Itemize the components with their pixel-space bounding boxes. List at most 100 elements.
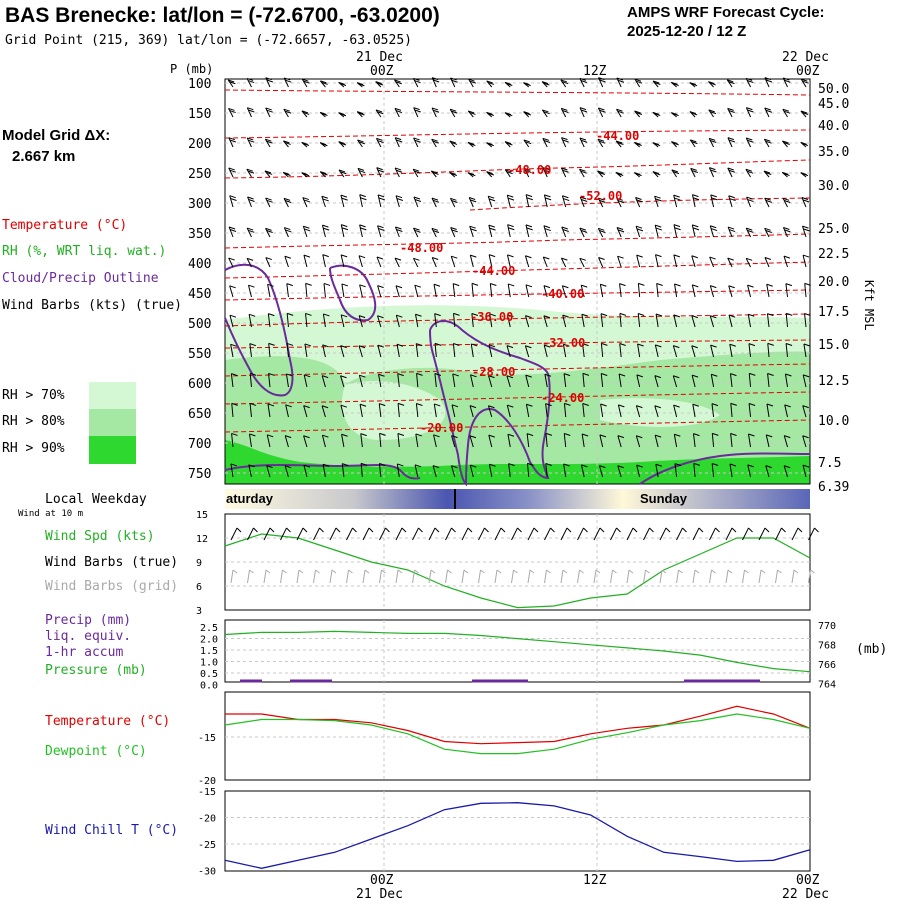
wind-barb <box>228 226 237 238</box>
pressure-tick: 500 <box>188 317 211 332</box>
wind-barb <box>486 111 494 118</box>
wind-barb-grid <box>379 569 386 584</box>
wind-barb-grid <box>626 569 634 584</box>
wind-barb-true <box>676 527 687 541</box>
wind-barb <box>800 141 809 148</box>
wind-barb <box>413 196 422 208</box>
wind-barb <box>489 282 497 298</box>
wind-barb <box>285 404 292 418</box>
wind-barb <box>656 283 663 298</box>
wind-barb <box>615 171 624 178</box>
wind-barb <box>452 342 460 358</box>
wind-barb <box>689 82 698 88</box>
wind-barb <box>303 254 311 268</box>
xsec-frame <box>224 78 811 485</box>
wind-barb <box>319 142 328 148</box>
wind-barb <box>764 227 772 238</box>
wind-barb <box>488 254 496 268</box>
wind-barb <box>508 463 515 478</box>
cloud-outline-5 <box>639 452 811 485</box>
wind-barb <box>543 344 551 358</box>
wind-barb <box>748 343 756 358</box>
wind-barb <box>674 283 681 298</box>
wind-barb <box>375 109 384 118</box>
wind-barb-grid <box>247 569 254 584</box>
wind-barb <box>802 464 810 478</box>
wind-barb <box>672 345 680 358</box>
wind-barb <box>579 257 586 268</box>
pressure-tick: 400 <box>188 257 211 272</box>
wind-barb <box>505 169 513 178</box>
wind-barb <box>581 433 589 448</box>
wind-barb <box>526 462 534 478</box>
wind-barb <box>394 79 402 88</box>
height-tick: 12.5 <box>818 374 849 389</box>
grid-point-info: Grid Point (215, 369) lat/lon = (-72.665… <box>5 33 412 48</box>
wind-barb <box>468 78 476 88</box>
wind-barb <box>617 255 624 268</box>
wind-barb-grid <box>610 569 617 584</box>
wind-barb <box>230 343 237 358</box>
wind-barb <box>689 139 698 148</box>
wind-barb-true <box>362 527 374 541</box>
top-hour-label: 12Z <box>583 64 607 79</box>
precip-tick: 2.0 <box>200 635 218 646</box>
wind-barb <box>598 77 606 88</box>
wind-barb-true <box>544 527 555 541</box>
wind-barb <box>451 435 458 448</box>
wind-barb <box>453 312 460 328</box>
wind-barb <box>803 343 811 358</box>
temp-contour-label: -44.00 <box>596 129 639 143</box>
wind-barb <box>767 342 774 358</box>
wind-barb <box>634 78 643 88</box>
cloud-outline-2 <box>329 264 377 322</box>
wind-barb <box>672 375 680 388</box>
wind-barb <box>434 313 441 328</box>
rh70-pocket <box>341 380 446 440</box>
wind-barb <box>394 257 402 268</box>
wind-barb <box>691 374 699 388</box>
height-tick: 10.0 <box>818 414 849 429</box>
wind-barb <box>541 109 550 118</box>
wind-barb <box>652 80 661 88</box>
precip-tick: 0.0 <box>200 681 218 692</box>
wind-barb <box>691 315 698 328</box>
wind-barb <box>228 257 235 268</box>
wind-barb <box>415 402 423 418</box>
wind-barb <box>359 194 367 208</box>
wind-barb <box>637 282 645 298</box>
wind-barb <box>709 256 716 268</box>
wind-barb <box>488 344 496 358</box>
height-tick: 22.5 <box>818 247 849 262</box>
wind-barb <box>673 404 680 418</box>
wind-speed-line <box>224 533 811 609</box>
wind-barb <box>637 313 645 328</box>
wind-barb-true <box>247 527 258 541</box>
wind-barb <box>525 224 533 238</box>
wind-barb <box>413 107 421 118</box>
wind-barb <box>321 405 329 418</box>
wind-barb <box>745 77 754 88</box>
wind-barb <box>323 282 331 298</box>
wind-barb <box>671 169 680 178</box>
pressure-tick: 150 <box>188 107 211 122</box>
wind-barb <box>322 254 329 268</box>
wind-barb-grid <box>511 569 518 584</box>
wind-barb <box>543 194 552 208</box>
wind-barb <box>615 140 624 148</box>
wind-barb <box>229 285 236 298</box>
pressure-tick: 200 <box>188 137 211 152</box>
wind-barb <box>431 257 439 268</box>
wind-barb <box>636 374 644 388</box>
wind-barb-true <box>263 527 275 541</box>
wind-barb <box>305 312 312 328</box>
wind-barb <box>338 81 347 88</box>
bottom-hour-label: 00Z <box>796 873 820 888</box>
legend-rh80-swatch <box>89 409 136 436</box>
wind-barb <box>747 284 754 298</box>
wind-barb <box>582 372 590 388</box>
wind-barb <box>486 80 495 88</box>
wind-barb <box>340 314 348 328</box>
pressure-tick: 250 <box>188 167 211 182</box>
wind-barb <box>395 314 403 328</box>
